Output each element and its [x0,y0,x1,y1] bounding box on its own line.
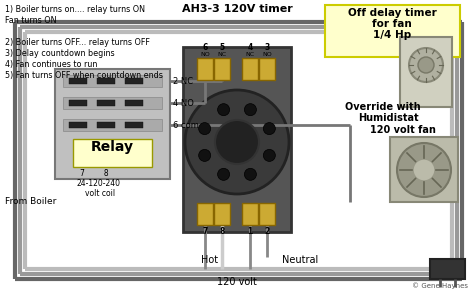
Bar [214,203,230,225]
Text: 4) Fan continues to run: 4) Fan continues to run [5,60,97,69]
Text: 7: 7 [202,227,208,236]
Text: 1/4 Hp: 1/4 Hp [373,30,411,40]
Text: Off delay timer: Off delay timer [347,8,437,18]
Text: 8: 8 [219,227,225,236]
Text: 5: 5 [219,43,225,52]
Text: 24-120-240: 24-120-240 [77,179,121,188]
Text: NC: NC [246,52,255,57]
Text: NO: NO [262,52,272,57]
Text: 6 com: 6 com [173,121,199,130]
Bar [97,78,115,84]
Text: From Boiler: From Boiler [5,197,56,206]
Bar [63,119,162,131]
Bar [242,203,258,225]
Bar [69,100,87,106]
Bar [197,203,213,225]
Bar [125,78,143,84]
Bar [73,139,152,167]
Bar [197,58,213,80]
Text: Neutral: Neutral [282,255,318,265]
Circle shape [218,104,229,116]
Bar [55,69,170,179]
Bar [400,37,452,107]
Bar [97,100,115,106]
Text: Override with: Override with [345,102,420,112]
Text: 7        8: 7 8 [80,169,109,178]
Text: © Gene Haynes: © Gene Haynes [412,282,468,289]
Text: for fan: for fan [372,19,412,29]
Circle shape [264,149,275,161]
Circle shape [245,104,256,116]
Bar [259,58,275,80]
Circle shape [199,123,210,135]
Text: NC: NC [218,52,227,57]
Text: 2: 2 [264,227,270,236]
Bar [125,122,143,128]
Text: 6: 6 [202,43,208,52]
Text: 4 NO: 4 NO [173,99,194,108]
Text: AH3-3 120V timer: AH3-3 120V timer [182,4,292,14]
Text: 3: 3 [264,43,270,52]
Text: 2 NC: 2 NC [173,77,193,86]
Bar [259,203,275,225]
Circle shape [218,168,229,180]
Text: NO: NO [200,52,210,57]
Circle shape [215,120,259,164]
Text: Fan turns ON: Fan turns ON [5,16,56,25]
Text: 1: 1 [247,227,253,236]
Circle shape [413,159,435,181]
Text: 3) Delay countdown begins: 3) Delay countdown begins [5,49,115,58]
Bar [242,58,258,80]
Text: Humidistat: Humidistat [358,113,419,123]
Circle shape [245,168,256,180]
Bar [325,5,460,57]
Text: volt coil: volt coil [85,189,115,198]
Circle shape [418,57,434,73]
Circle shape [264,123,275,135]
Text: 2) Boiler turns OFF... relay turns OFF: 2) Boiler turns OFF... relay turns OFF [5,38,150,47]
Text: 120 volt: 120 volt [217,277,257,287]
Circle shape [185,90,289,194]
Circle shape [409,48,443,82]
Text: 4: 4 [247,43,253,52]
Bar [63,97,162,109]
Bar [183,47,291,232]
Bar [125,100,143,106]
Bar [69,78,87,84]
Bar [63,75,162,87]
Circle shape [397,143,451,197]
Text: 5) Fan turns OFF when countdown ends: 5) Fan turns OFF when countdown ends [5,71,163,80]
Bar [390,137,458,202]
Bar [97,122,115,128]
Bar [69,122,87,128]
Bar [214,58,230,80]
Text: 120 volt fan: 120 volt fan [370,125,436,135]
Text: Hot: Hot [201,255,219,265]
Circle shape [199,149,210,161]
Text: 1) Boiler turns on.... relay turns ON: 1) Boiler turns on.... relay turns ON [5,5,145,14]
Text: Relay: Relay [91,140,134,154]
Bar [430,259,465,279]
